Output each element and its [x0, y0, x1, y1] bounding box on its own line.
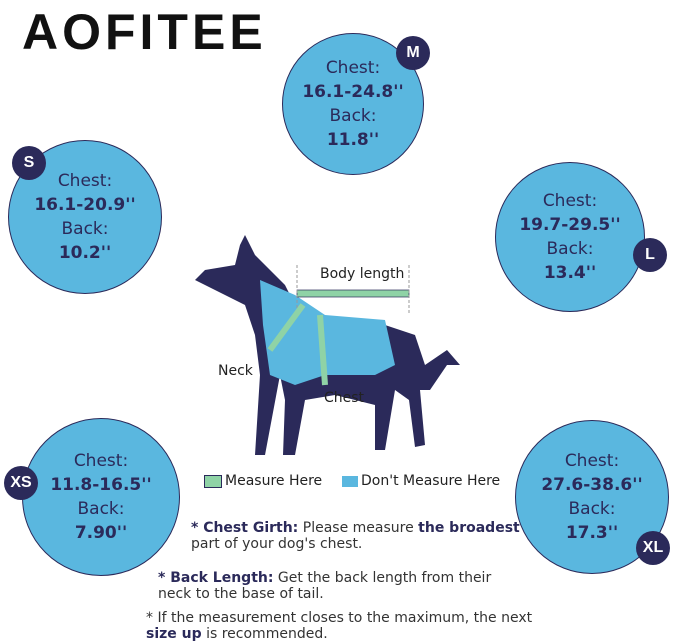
back-label: Back:	[568, 499, 616, 519]
body-length-label: Body length	[320, 266, 405, 282]
note-title: * Chest Girth:	[191, 520, 299, 536]
neck-tape	[267, 303, 306, 352]
sweater	[260, 280, 395, 385]
chest-value: 16.1-20.9''	[34, 195, 136, 215]
sweater-swatch-icon	[342, 475, 358, 487]
size-bubble-l: Chest: 19.7-29.5'' Back: 13.4''	[495, 162, 645, 312]
size-badge-xs: XS	[4, 466, 38, 500]
back-value: 17.3''	[565, 523, 619, 543]
back-value: 10.2''	[58, 243, 112, 263]
note-bold: the broadest	[418, 520, 520, 536]
back-label: Back:	[61, 219, 109, 239]
size-tip-note: * If the measurement closes to the maxim…	[146, 610, 546, 642]
note-text: Get the back length from their neck to t…	[158, 570, 492, 602]
legend-measure-text: Measure Here	[225, 473, 323, 489]
back-label: Back:	[77, 499, 125, 519]
size-badge-m: M	[396, 36, 430, 70]
note-text: Please measure	[302, 520, 414, 536]
body-length-tape	[296, 289, 410, 298]
chest-value: 19.7-29.5''	[519, 215, 621, 235]
legend-dont: Don't Measure Here	[342, 473, 500, 489]
chest-tape	[317, 314, 328, 386]
legend-measure: Measure Here	[204, 473, 322, 489]
legend-dont-text: Don't Measure Here	[361, 473, 501, 489]
note-text: part of your dog's chest.	[191, 536, 363, 552]
back-value: 13.4''	[543, 263, 597, 283]
size-badge-s: S	[12, 146, 46, 180]
back-value: 7.90''	[74, 523, 128, 543]
note-text: is recommended.	[206, 626, 328, 642]
brand-logo: AOFITEE	[22, 4, 267, 60]
size-badge-xl: XL	[636, 531, 670, 565]
note-text: * If the measurement closes to the maxim…	[146, 610, 533, 626]
tape-swatch-icon	[204, 474, 222, 488]
chest-label: Chest:	[73, 451, 129, 471]
chest-value: 11.8-16.5''	[50, 475, 152, 495]
size-badge-l: L	[633, 238, 667, 272]
note-bold: size up	[146, 626, 202, 642]
dog-diagram	[195, 235, 460, 455]
chest-value: 27.6-38.6''	[541, 475, 643, 495]
chest-label: Chest:	[564, 451, 620, 471]
chest-label: Chest:	[57, 171, 113, 191]
chest-label: Chest:	[325, 58, 381, 78]
chest-value: 16.1-24.8''	[302, 82, 404, 102]
neck-label: Neck	[218, 363, 253, 379]
chest-label: Chest:	[542, 191, 598, 211]
back-label: Back:	[329, 106, 377, 126]
note-title: * Back Length:	[158, 570, 274, 586]
back-length-note: * Back Length: Get the back length from …	[158, 570, 498, 602]
size-bubble-xs: Chest: 11.8-16.5'' Back: 7.90''	[22, 418, 180, 576]
chest-label: Chest	[324, 390, 365, 406]
chest-girth-note: * Chest Girth: Please measure the broade…	[191, 520, 521, 552]
back-value: 11.8''	[326, 130, 380, 150]
back-label: Back:	[546, 239, 594, 259]
